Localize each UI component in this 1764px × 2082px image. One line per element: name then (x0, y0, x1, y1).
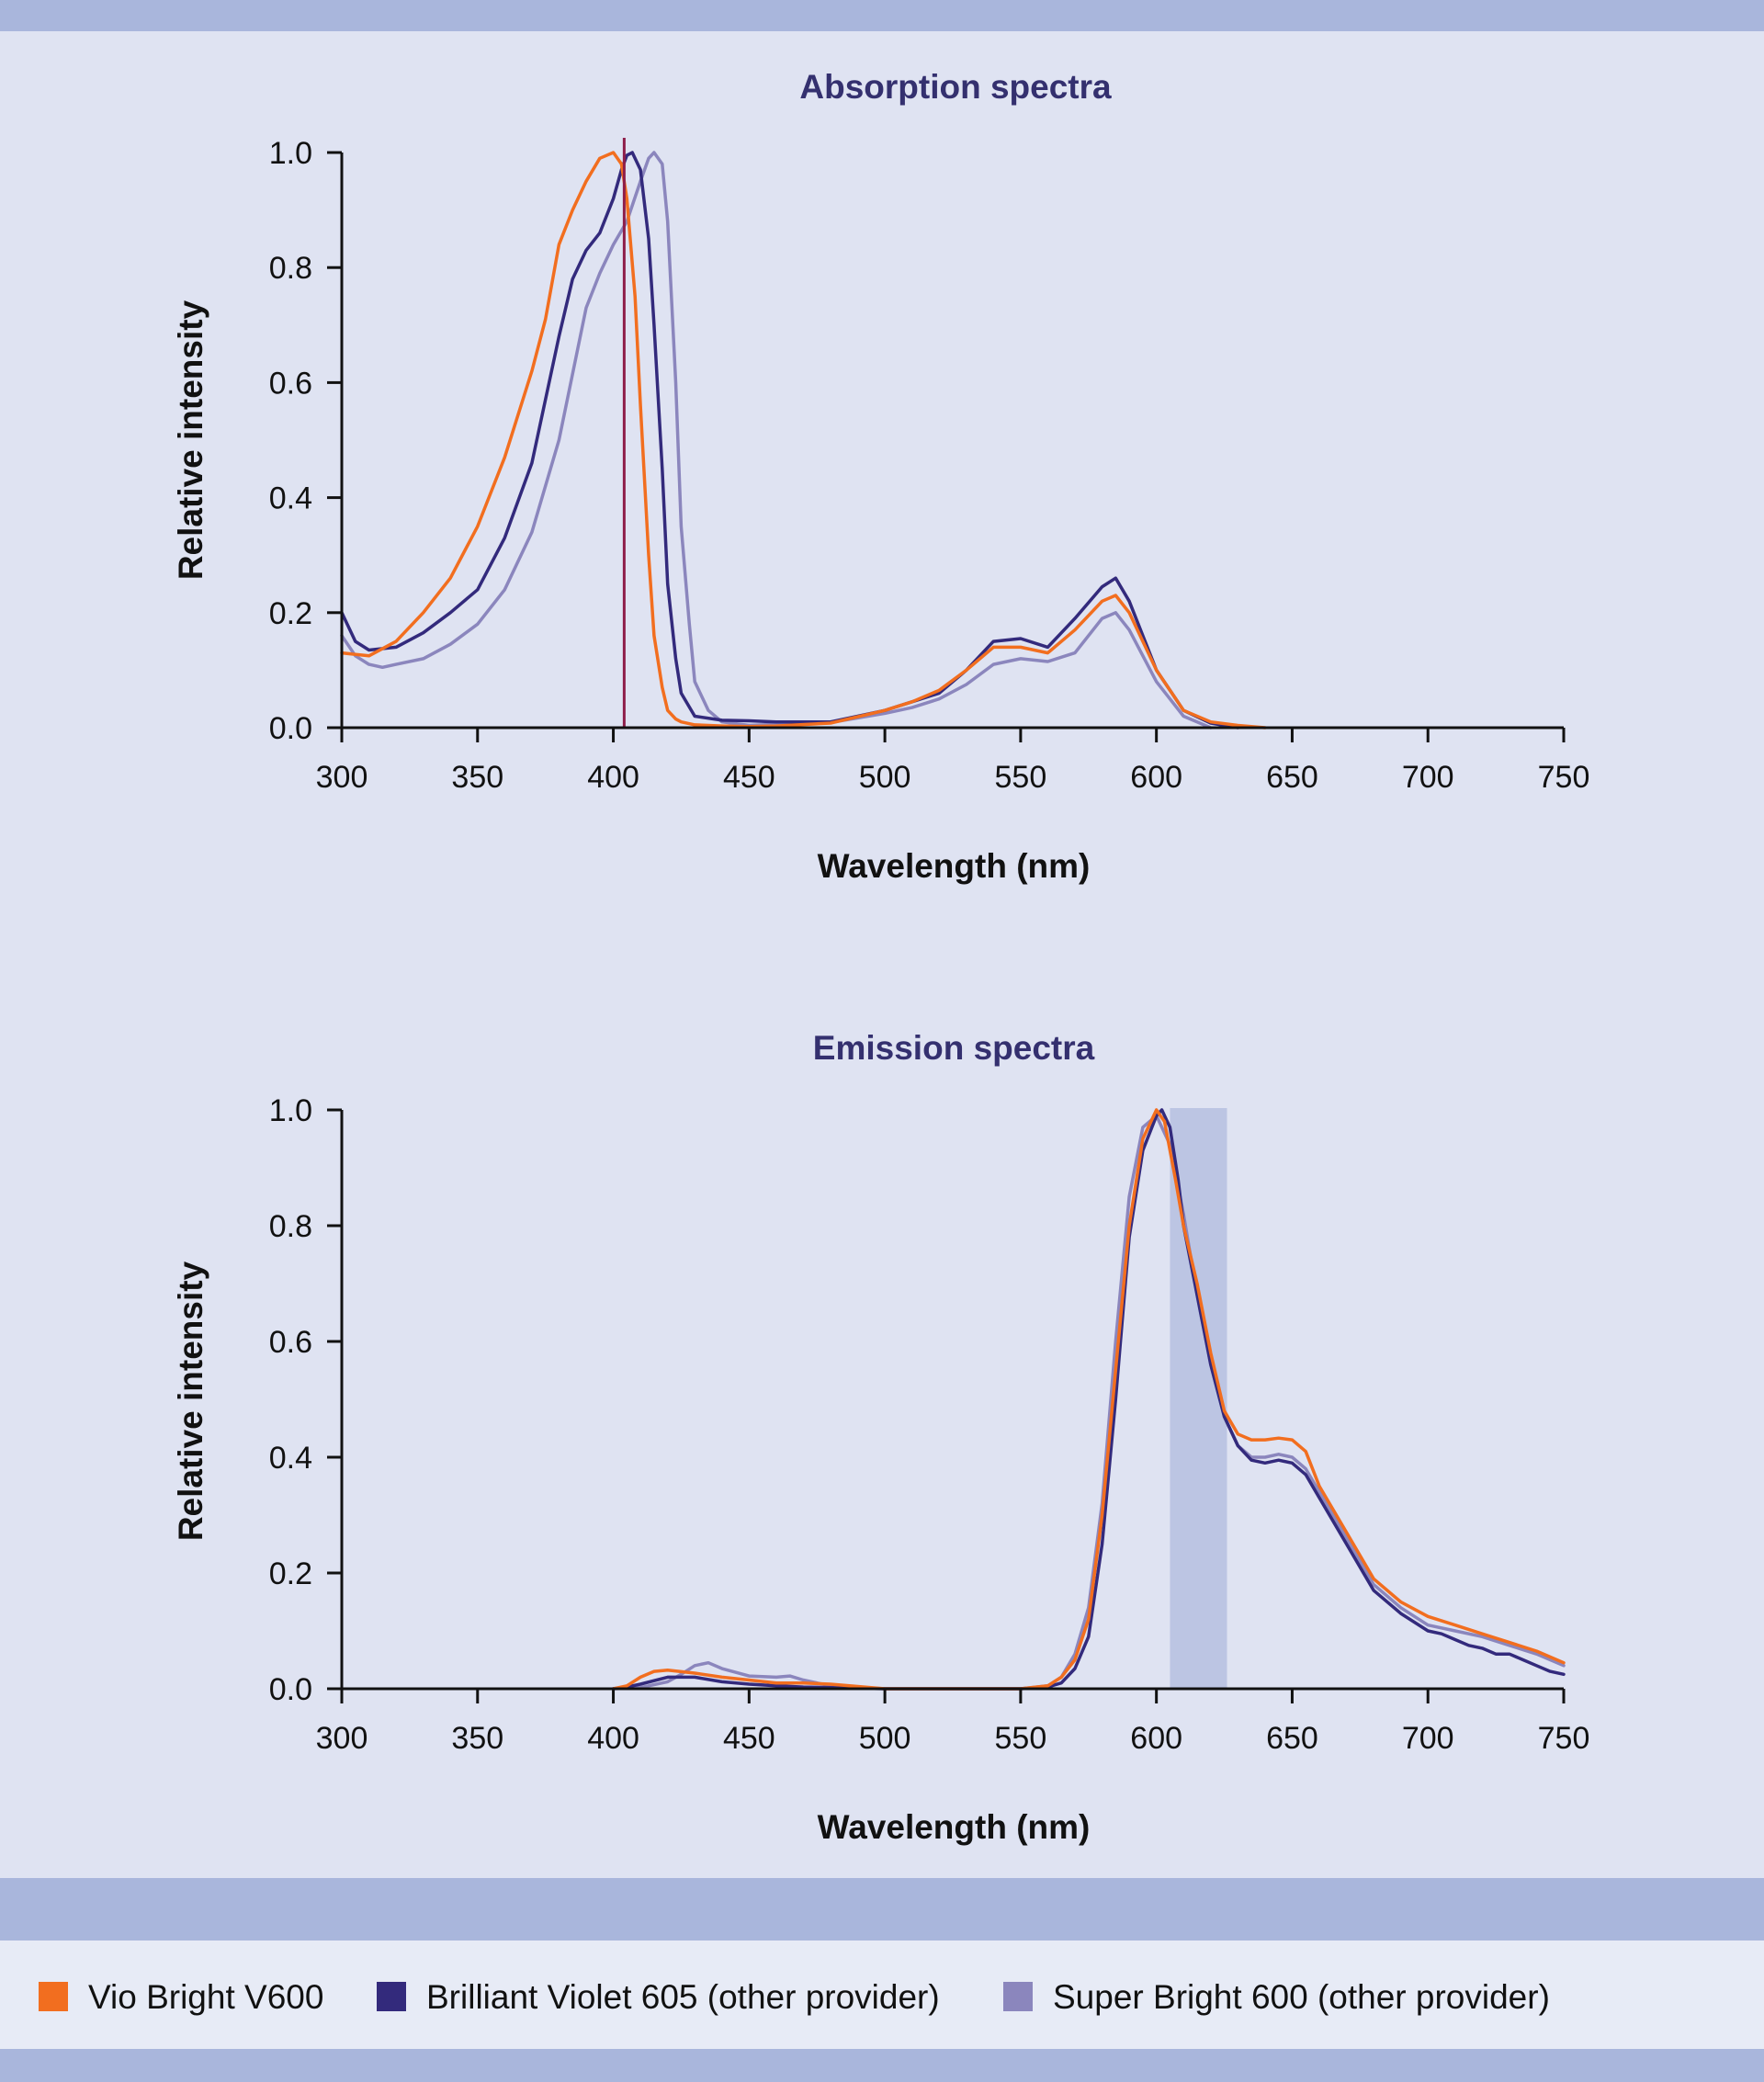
legend-label-vio-bright: Vio Bright V600 (88, 1978, 323, 2016)
legend-swatch-brilliant-violet (377, 1982, 406, 2011)
absorption-y-ticks: 0.0 0.2 0.4 0.6 0.8 1.0 (269, 136, 342, 746)
legend-item-vio-bright: Vio Bright V600 (39, 1978, 323, 2016)
legend-swatch-vio-bright (39, 1982, 68, 2011)
legend-swatch-super-bright (1003, 1982, 1033, 2011)
absorption-x-tick-label: 400 (587, 760, 639, 795)
absorption-y-tick-label: 0.0 (269, 711, 312, 746)
absorption-chart: Absorption spectra 300 350 400 450 500 550 600… (172, 68, 1589, 885)
emission-x-tick-label: 350 (451, 1721, 503, 1756)
absorption-plot-layer (340, 138, 1267, 730)
absorption-x-tick-label: 750 (1538, 760, 1590, 795)
absorption-y-tick-label: 0.2 (269, 596, 312, 631)
emission-series-vio-bright-v600 (611, 1108, 1566, 1691)
absorption-x-tick-label: 550 (995, 760, 1047, 795)
absorption-y-tick-label: 0.6 (269, 366, 312, 401)
emission-y-ticks: 0.0 0.2 0.4 0.6 0.8 1.0 (269, 1093, 342, 1707)
emission-x-tick-label: 300 (316, 1721, 368, 1756)
absorption-x-tick-label: 600 (1130, 760, 1182, 795)
emission-y-tick-label: 0.6 (269, 1325, 312, 1360)
emission-y-axis-label: Relative intensity (172, 1261, 209, 1541)
emission-x-tick-label: 600 (1130, 1721, 1182, 1756)
absorption-x-ticks: 300 350 400 450 500 550 600 650 700 750 (316, 728, 1590, 795)
absorption-series-super-bright-600-other-provider (340, 151, 1213, 730)
emission-title: Emission spectra (813, 1029, 1095, 1067)
emission-y-tick-label: 0.2 (269, 1556, 312, 1591)
absorption-series-vio-bright-v600 (340, 151, 1267, 730)
absorption-y-tick-label: 1.0 (269, 136, 312, 171)
absorption-x-tick-label: 350 (451, 760, 503, 795)
absorption-x-tick-label: 700 (1402, 760, 1454, 795)
emission-y-tick-label: 1.0 (269, 1093, 312, 1128)
bottom-band (0, 2049, 1764, 2082)
legend-label-super-bright: Super Bright 600 (other provider) (1053, 1978, 1550, 2016)
absorption-x-tick-label: 450 (723, 760, 775, 795)
emission-x-tick-label: 700 (1402, 1721, 1454, 1756)
emission-x-tick-label: 500 (859, 1721, 911, 1756)
emission-y-tick-label: 0.4 (269, 1441, 312, 1476)
top-band (0, 0, 1764, 31)
absorption-y-tick-label: 0.4 (269, 481, 312, 516)
emission-series-super-bright-600-other-provider (611, 1114, 1566, 1691)
emission-x-ticks: 300 350 400 450 500 550 600 650 700 750 (316, 1689, 1590, 1756)
emission-x-tick-label: 400 (587, 1721, 639, 1756)
legend-item-brilliant-violet: Brilliant Violet 605 (other provider) (377, 1978, 940, 2016)
absorption-y-axis-label: Relative intensity (172, 300, 209, 580)
absorption-x-tick-label: 300 (316, 760, 368, 795)
emission-x-tick-label: 450 (723, 1721, 775, 1756)
emission-x-tick-label: 550 (995, 1721, 1047, 1756)
absorption-x-tick-label: 500 (859, 760, 911, 795)
mid-band (0, 1878, 1764, 1941)
absorption-y-tick-label: 0.8 (269, 251, 312, 286)
absorption-x-tick-label: 650 (1266, 760, 1318, 795)
emission-x-axis-label: Wavelength (nm) (818, 1808, 1091, 1846)
emission-chart: Emission spectra 300 350 400 450 500 550 600 65… (172, 1029, 1589, 1846)
emission-y-tick-label: 0.0 (269, 1672, 312, 1707)
legend: Vio Bright V600 Brilliant Violet 605 (ot… (39, 1978, 1550, 2016)
absorption-x-axis-label: Wavelength (nm) (818, 847, 1091, 885)
legend-row (0, 1941, 1764, 2049)
legend-item-super-bright: Super Bright 600 (other provider) (1003, 1978, 1550, 2016)
emission-y-tick-label: 0.8 (269, 1209, 312, 1244)
emission-x-tick-label: 750 (1538, 1721, 1590, 1756)
legend-label-brilliant-violet: Brilliant Violet 605 (other provider) (426, 1978, 940, 2016)
absorption-series-brilliant-violet-605-other-provider (340, 151, 1240, 730)
absorption-title: Absorption spectra (799, 68, 1112, 106)
emission-plot-layer (611, 1108, 1566, 1691)
emission-x-tick-label: 650 (1266, 1721, 1318, 1756)
